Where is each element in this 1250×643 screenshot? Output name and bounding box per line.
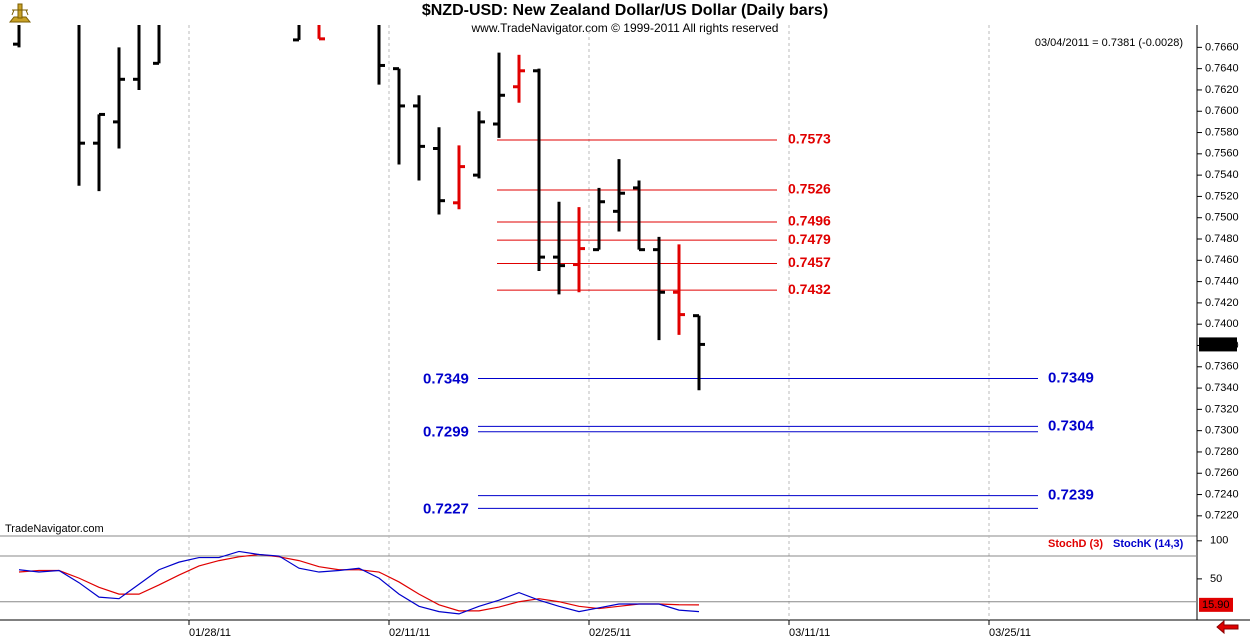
y-tick-label: 0.7420 xyxy=(1205,297,1239,309)
y-tick-label: 0.7500 xyxy=(1205,212,1239,224)
y-tick-label: 0.7460 xyxy=(1205,254,1239,266)
y-tick-label: 0.7340 xyxy=(1205,382,1239,394)
y-tick-label: 0.7600 xyxy=(1205,105,1239,117)
y-tick-label: 0.7580 xyxy=(1205,126,1239,138)
y-tick-label: 50 xyxy=(1210,573,1222,585)
x-tick-label: 01/28/11 xyxy=(189,627,231,639)
stoch-panel xyxy=(0,550,1197,615)
x-tick-label: 03/25/11 xyxy=(989,627,1031,639)
y-tick-label: 0.7660 xyxy=(1205,41,1239,53)
y-tick-label: 0.7220 xyxy=(1205,510,1239,522)
resistance-label: 0.7457 xyxy=(788,254,831,270)
legend-entry: StochD (3) xyxy=(1048,538,1103,550)
y-tick-label: 0.7620 xyxy=(1205,84,1239,96)
x-tick-label: 02/11/11 xyxy=(389,627,430,639)
levels: 0.7573 0.7526 0.7496 0.7479 0.7457 0.7432 0.73… xyxy=(423,131,1095,518)
chart-subtitle: www.TradeNavigator.com © 1999-2011 All r… xyxy=(471,21,779,35)
y-tick-label: 100 xyxy=(1210,535,1228,547)
support-label: 0.7349 xyxy=(423,370,469,387)
support-label: 0.7304 xyxy=(1048,417,1095,434)
watermark: TradeNavigator.com xyxy=(5,523,104,535)
y-tick-label: 0.7300 xyxy=(1205,425,1239,437)
x-tick-label: 02/25/11 xyxy=(589,627,631,639)
stoch-line xyxy=(18,550,700,615)
support-label: 0.7227 xyxy=(423,500,469,517)
last-price-label: 0.7381 xyxy=(1201,338,1235,350)
support-label: 0.7299 xyxy=(423,424,469,441)
y-tick-label: 0.7320 xyxy=(1205,403,1239,415)
y-tick-label: 0.7440 xyxy=(1205,276,1239,288)
y-tick-label: 0.7400 xyxy=(1205,318,1239,330)
last-price-tag xyxy=(1199,337,1237,352)
resistance-label: 0.7496 xyxy=(788,213,831,229)
scroll-arrow[interactable] xyxy=(1216,619,1239,635)
last-value-label: 15.90 xyxy=(1202,599,1230,611)
legend-entry: StochK (14,3) xyxy=(1113,538,1184,550)
stoch-line xyxy=(18,553,700,612)
y-tick-label: 0.7640 xyxy=(1205,63,1239,75)
y-tick-label: 0.7560 xyxy=(1205,148,1239,160)
last-value-tag xyxy=(1199,597,1233,612)
y-tick-label: 0.7280 xyxy=(1205,446,1239,458)
logo xyxy=(8,3,32,23)
chart-title: $NZD-USD: New Zealand Dollar/US Dollar (… xyxy=(422,2,828,19)
y-tick-label: 0.7360 xyxy=(1205,361,1239,373)
x-tick-label: 03/11/11 xyxy=(789,627,830,639)
resistance-label: 0.7479 xyxy=(788,231,831,247)
y-tick-label: 0.7480 xyxy=(1205,233,1239,245)
resistance-label: 0.7526 xyxy=(788,181,831,197)
quote: 03/04/2011 = 0.7381 (-0.0028) xyxy=(1035,37,1183,49)
axes: 0.7220 0.7240 0.7260 0.7280 0.7300 0.7320 0.73… xyxy=(188,41,1239,639)
resistance-label: 0.7432 xyxy=(788,281,831,297)
y-tick-label: 0.7540 xyxy=(1205,169,1239,181)
y-tick-label: 0.7240 xyxy=(1205,488,1239,500)
support-label: 0.7349 xyxy=(1048,369,1094,386)
support-label: 0.7239 xyxy=(1048,487,1094,504)
y-tick-label: 0.7520 xyxy=(1205,190,1239,202)
resistance-label: 0.7573 xyxy=(788,131,831,147)
bars xyxy=(13,25,705,391)
y-tick-label: 0.7260 xyxy=(1205,467,1239,479)
